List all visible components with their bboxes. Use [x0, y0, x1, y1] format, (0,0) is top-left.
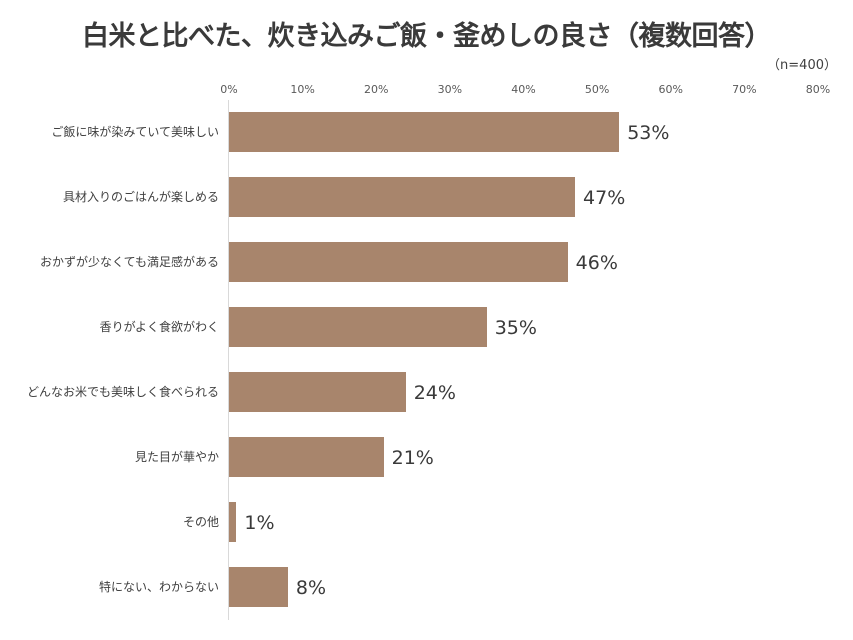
- category-label: その他: [182, 515, 219, 529]
- chart-title: 白米と比べた、炊き込みご飯・釜めしの良さ（複数回答）: [82, 21, 772, 52]
- bar-row: その他 1%: [0, 502, 853, 542]
- x-tick-label: 40%: [511, 83, 536, 96]
- category-label: 見た目が華やか: [134, 450, 219, 464]
- category-label: 香りがよく食欲がわく: [99, 320, 219, 334]
- bar: [229, 372, 406, 412]
- value-label: 8%: [295, 577, 327, 599]
- bar: [229, 112, 620, 152]
- x-tick-label: 0%: [220, 83, 238, 96]
- value-label: 47%: [583, 187, 626, 209]
- bar: [229, 177, 576, 217]
- category-label: どんなお米でも美味しく食べられる: [26, 385, 219, 399]
- x-tick-label: 80%: [805, 83, 831, 96]
- bar-row: 見た目が華やか 21%: [0, 437, 853, 477]
- bar-row: おかずが少なくても満足感がある 46%: [0, 242, 853, 282]
- value-label: 53%: [627, 122, 670, 144]
- x-tick-label: 60%: [658, 83, 683, 96]
- value-label: 21%: [391, 447, 434, 469]
- x-tick-label: 30%: [437, 83, 463, 96]
- bar-row: 具材入りのごはんが楽しめる 47%: [0, 177, 853, 217]
- bar-row: ご飯に味が染みていて美味しい 53%: [0, 112, 853, 152]
- value-label: 1%: [244, 512, 275, 534]
- bar: [229, 567, 288, 607]
- value-label: 46%: [575, 252, 618, 274]
- category-label: ご飯に味が染みていて美味しい: [51, 125, 219, 139]
- bar: [229, 437, 384, 477]
- bar: [229, 242, 568, 282]
- value-label: 35%: [494, 317, 537, 339]
- sample-size-label: （n=400）: [767, 58, 837, 73]
- bar-row: 特にない、わからない 8%: [0, 567, 853, 607]
- x-tick-label: 20%: [364, 83, 389, 96]
- x-tick-label: 70%: [732, 83, 757, 96]
- bar: [229, 307, 487, 347]
- x-tick-label: 50%: [584, 83, 610, 96]
- category-label: 具材入りのごはんが楽しめる: [62, 190, 219, 204]
- category-label: 特にない、わからない: [98, 580, 219, 594]
- bar-row: 香りがよく食欲がわく 35%: [0, 307, 853, 347]
- x-tick-label: 10%: [290, 83, 315, 96]
- y-axis-line: [228, 100, 229, 620]
- bar: [229, 502, 237, 542]
- bar-row: どんなお米でも美味しく食べられる 24%: [0, 372, 853, 412]
- value-label: 24%: [413, 382, 456, 404]
- category-label: おかずが少なくても満足感がある: [39, 255, 219, 269]
